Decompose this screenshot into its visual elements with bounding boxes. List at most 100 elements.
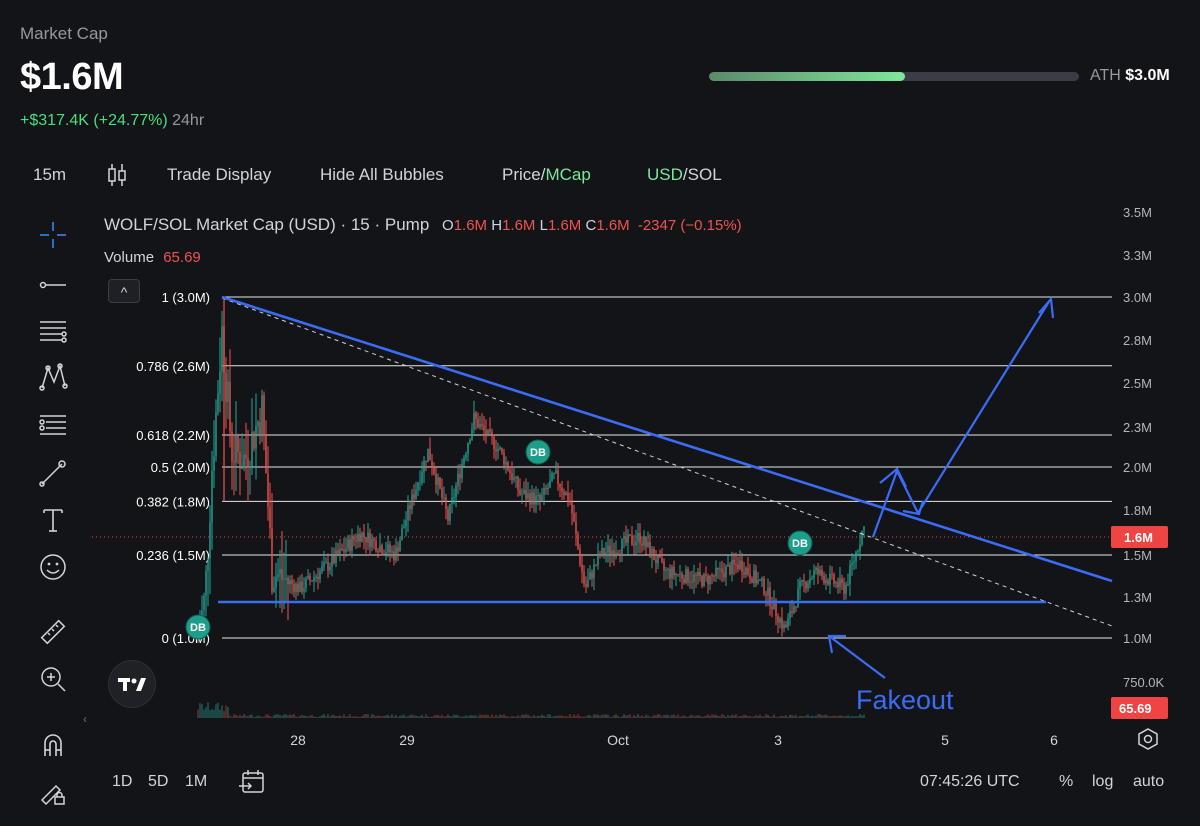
volume-bar bbox=[769, 716, 771, 718]
tradingview-logo[interactable] bbox=[108, 660, 156, 708]
volume-bar bbox=[245, 715, 247, 718]
candle-body bbox=[405, 520, 407, 527]
candle-body bbox=[701, 576, 703, 586]
volume-bar bbox=[517, 715, 519, 718]
candle-body bbox=[529, 493, 531, 505]
candle-body bbox=[665, 570, 667, 572]
candle-body bbox=[627, 534, 629, 543]
candle-body bbox=[281, 568, 283, 580]
trend-line-tool[interactable] bbox=[36, 268, 70, 302]
range-1m-button[interactable]: 1M bbox=[185, 773, 208, 790]
candle-body bbox=[743, 571, 745, 575]
candle-body bbox=[521, 493, 523, 495]
volume-bar bbox=[321, 715, 323, 718]
auto-scale-button[interactable]: auto bbox=[1133, 773, 1165, 790]
candle-body bbox=[433, 467, 435, 475]
candle-body bbox=[741, 560, 743, 572]
volume-bar bbox=[771, 716, 773, 718]
candle-body bbox=[649, 541, 651, 557]
candle-body bbox=[279, 568, 281, 575]
trade-display-button[interactable]: Trade Display bbox=[167, 165, 272, 184]
legend-title: WOLF/SOL Market Cap (USD) · 15 · Pump bbox=[104, 215, 430, 234]
volume-bar bbox=[235, 715, 237, 718]
candle-body bbox=[561, 487, 563, 492]
volume-bar bbox=[339, 715, 341, 718]
magnet-tool[interactable] bbox=[36, 728, 70, 762]
scroll-left-icon[interactable]: ‹ bbox=[83, 712, 87, 726]
candle-body bbox=[373, 538, 375, 541]
volume-bar bbox=[669, 716, 671, 718]
projection-icon bbox=[39, 415, 66, 435]
emoji-tool[interactable] bbox=[36, 550, 70, 584]
volume-bar bbox=[283, 714, 285, 718]
lock-tool[interactable] bbox=[36, 776, 70, 810]
interval-button[interactable]: 15m bbox=[33, 165, 67, 184]
text-tool[interactable] bbox=[36, 503, 70, 537]
ruler-tool[interactable] bbox=[36, 615, 70, 649]
legend-change: -2347 (−0.15%) bbox=[637, 217, 742, 234]
candle-body bbox=[209, 522, 211, 559]
volume-bar bbox=[707, 714, 709, 718]
candle-body bbox=[789, 611, 791, 619]
candle-body bbox=[463, 457, 465, 464]
candle-body bbox=[609, 545, 611, 555]
pattern-tool[interactable] bbox=[36, 360, 70, 394]
candle-body bbox=[821, 569, 823, 576]
candle-body bbox=[471, 428, 473, 440]
candle-body bbox=[575, 521, 577, 535]
volume-bar bbox=[305, 715, 307, 718]
volume-bar bbox=[593, 714, 595, 718]
change-amount: +$317.4K (+24.77%) bbox=[20, 112, 168, 129]
candle-body bbox=[249, 466, 251, 468]
volume-bar bbox=[397, 716, 399, 718]
volume-bar bbox=[621, 716, 623, 718]
percent-scale-button[interactable]: % bbox=[1059, 773, 1074, 790]
candle-body bbox=[851, 562, 853, 566]
volume-bar bbox=[817, 714, 819, 718]
candle-body bbox=[711, 575, 713, 577]
candle-body bbox=[847, 584, 849, 586]
volume-bar bbox=[473, 715, 475, 718]
price-mcap-toggle[interactable]: Price/MCap bbox=[502, 165, 591, 185]
volume-bar bbox=[625, 715, 627, 718]
volume-bar bbox=[499, 714, 501, 718]
candle-body bbox=[241, 467, 243, 469]
goto-date-button[interactable] bbox=[238, 768, 266, 801]
candle-body bbox=[543, 487, 545, 495]
fib-tool[interactable] bbox=[36, 314, 70, 348]
zoom-tool[interactable] bbox=[36, 662, 70, 696]
volume-bar bbox=[723, 715, 725, 718]
candle-body bbox=[297, 583, 299, 592]
hide-bubbles-button[interactable]: Hide All Bubbles bbox=[320, 165, 444, 184]
range-1d-button[interactable]: 1D bbox=[112, 773, 133, 790]
candle-type-button[interactable] bbox=[106, 161, 128, 189]
usd-sol-toggle[interactable]: USD/SOL bbox=[647, 165, 722, 185]
projection-tool[interactable] bbox=[36, 408, 70, 442]
volume-bar bbox=[289, 714, 291, 718]
current-price-tag bbox=[1111, 526, 1168, 548]
volume-bar bbox=[677, 714, 679, 718]
chart-settings-button[interactable] bbox=[1136, 727, 1160, 756]
crosshair-tool[interactable] bbox=[36, 218, 70, 252]
range-5d-button[interactable]: 5D bbox=[148, 773, 169, 790]
log-scale-button[interactable]: log bbox=[1092, 773, 1114, 790]
candle-body bbox=[547, 487, 549, 490]
candle-body bbox=[681, 573, 683, 579]
candle-body bbox=[591, 572, 593, 579]
brush-icon bbox=[39, 460, 66, 487]
volume-bar bbox=[641, 715, 643, 718]
brush-tool[interactable] bbox=[36, 456, 70, 490]
candle-body bbox=[313, 577, 315, 582]
volume-bar bbox=[277, 714, 279, 718]
candle-body bbox=[425, 460, 427, 463]
clock-time[interactable]: 07:45:26 UTC bbox=[920, 773, 1020, 790]
candle-body bbox=[639, 532, 641, 544]
volume-bar bbox=[803, 716, 805, 718]
volume-bar bbox=[811, 715, 813, 718]
volume-bar bbox=[229, 715, 231, 718]
candle-body bbox=[417, 482, 419, 490]
collapse-legend-button[interactable]: ^ bbox=[108, 279, 140, 303]
volume-bar bbox=[433, 715, 435, 718]
candle-body bbox=[351, 536, 353, 551]
